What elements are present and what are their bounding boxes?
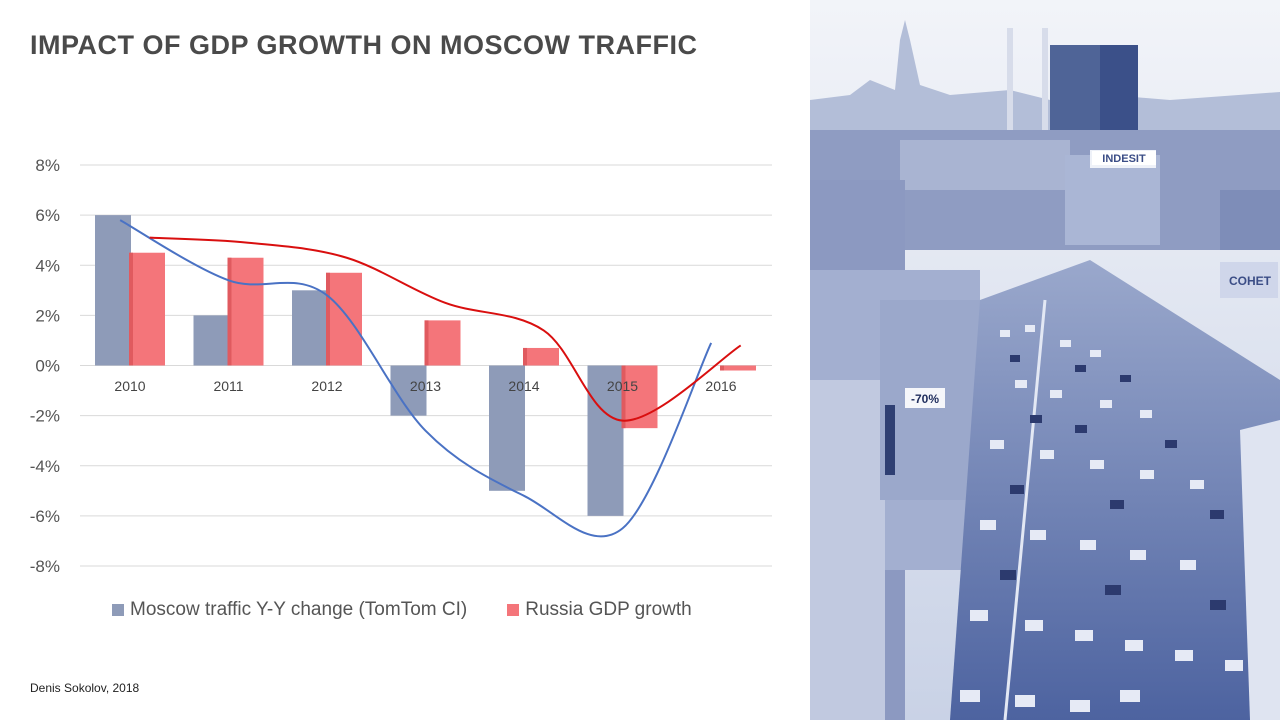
legend-item-gdp: Russia GDP growth [507,599,692,621]
store-sign: COHET [1229,274,1272,288]
x-tick-label: 2014 [508,378,539,394]
x-tick-label: 2013 [410,378,441,394]
x-tick-label: 2016 [705,378,736,394]
traffic-bar [489,365,525,491]
x-tick-label: 2012 [311,378,342,394]
gdp-bar [326,272,362,366]
gdp-bar-shade [621,365,626,429]
gdp-bar-shade [326,272,330,366]
legend-label-gdp: Russia GDP growth [525,599,692,620]
x-tick-label: 2015 [607,378,638,394]
y-tick-label: -6% [30,507,60,526]
gdp-bar [424,320,461,366]
chart: 8% 6% 4% 2% 0% -2% -4% -6% -8% 2010 2011 2012 2013 20… [30,156,772,576]
y-tick-label: 4% [35,256,60,275]
chart-legend: Moscow traffic Y-Y change (TomTom CI) Ru… [112,599,692,621]
moscow-traffic-photo: INDESIT -70% COHET [810,0,1280,720]
gdp-bar [621,365,658,429]
gdp-bar [720,365,756,371]
y-tick-label: 8% [35,156,60,175]
y-tick-label: -4% [30,457,60,476]
x-tick-label: 2010 [114,378,145,394]
legend-label-traffic: Moscow traffic Y-Y change (TomTom CI) [130,599,468,620]
gdp-bar [523,347,559,366]
traffic-bar [292,290,328,366]
traffic-bar [95,215,131,366]
y-tick-label: -8% [30,557,60,576]
legend-item-traffic: Moscow traffic Y-Y change (TomTom CI) [112,599,467,621]
slide-title: IMPACT OF GDP GROWTH ON MOSCOW TRAFFIC [30,30,698,60]
traffic-bar [193,315,230,366]
sale-sign: -70% [911,392,939,406]
traffic-bar [587,365,624,516]
gdp-bar-shade [720,365,724,371]
gdp-bar [227,257,264,366]
traffic-trendline [119,219,713,538]
gdp-trendline [149,236,742,422]
gdp-bar-shade [523,347,527,366]
y-tick-label: -2% [30,407,60,426]
gdp-bar-shade [129,252,133,366]
legend-swatch-traffic [112,604,124,616]
legend-swatch-gdp [507,604,520,616]
x-tick-label: 2011 [213,378,243,394]
indesit-sign: INDESIT [1102,153,1146,165]
y-tick-label: 2% [35,306,60,325]
y-tick-label: 6% [35,206,60,225]
y-tick-label: 0% [35,357,60,376]
gdp-bar-shade [227,257,232,366]
gdp-bar-shade [424,320,429,366]
author-credit: Denis Sokolov, 2018 [30,681,140,695]
gdp-bar [129,252,165,366]
